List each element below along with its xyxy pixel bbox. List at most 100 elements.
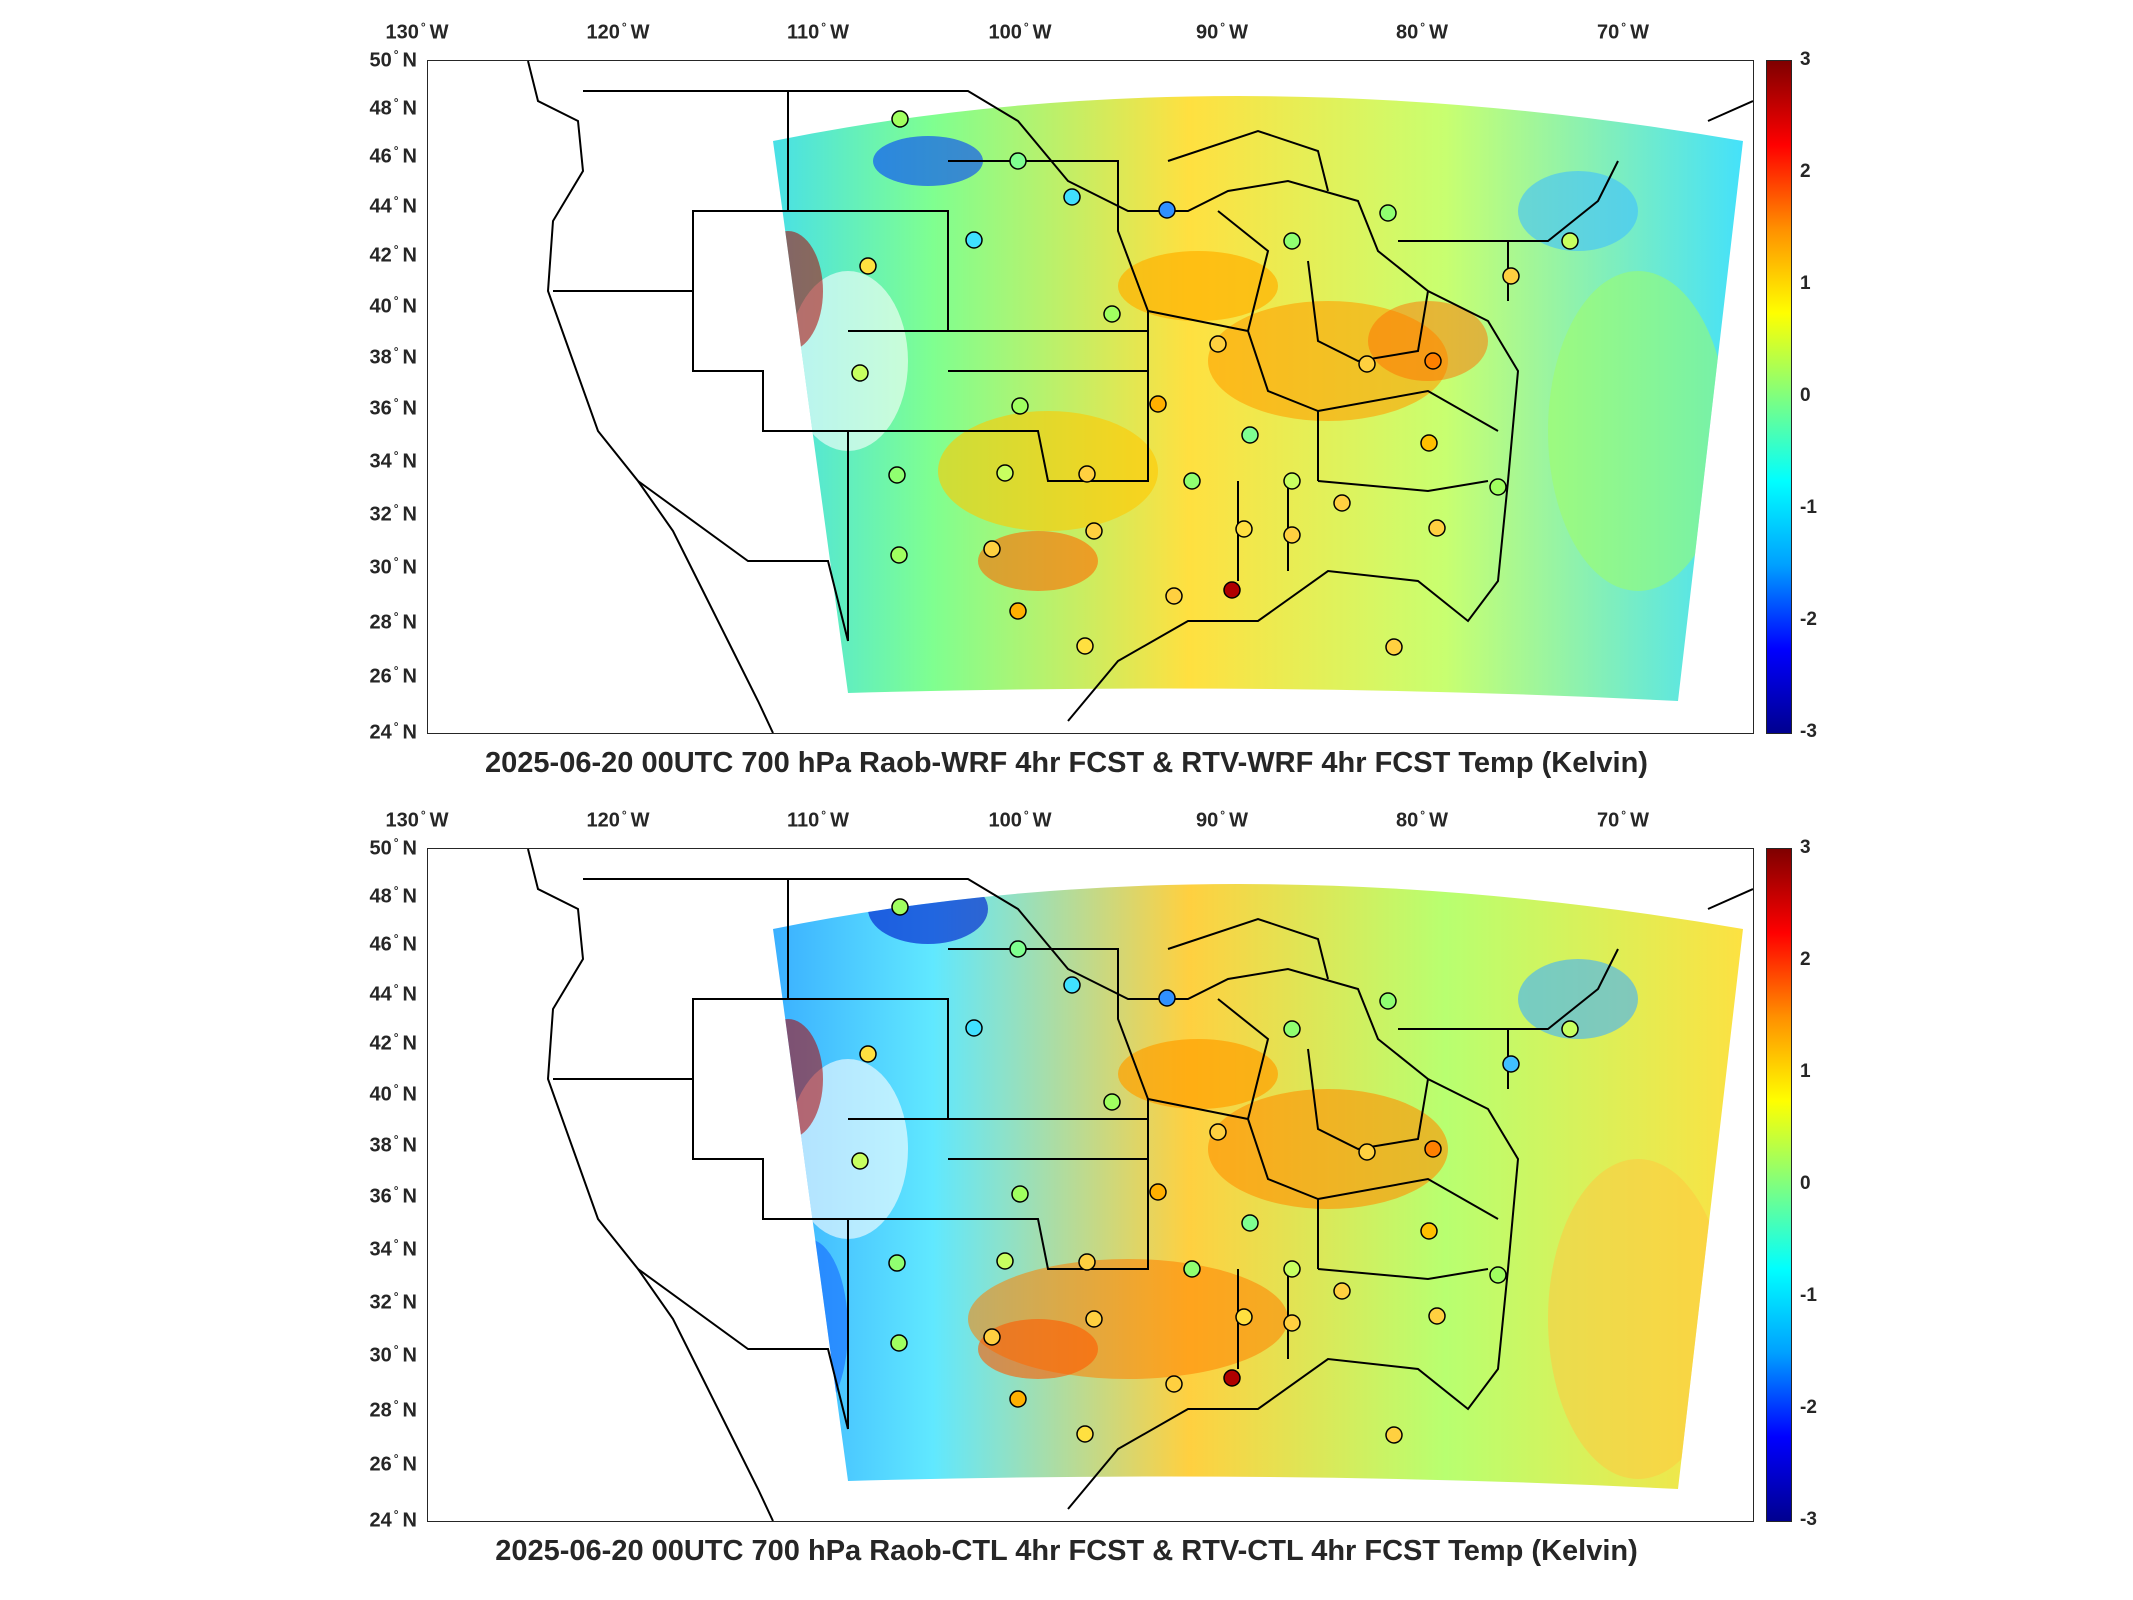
lon-tick-label: 70 ° W [1597, 808, 1649, 832]
raob-station [1085, 1310, 1103, 1328]
raob-station [1424, 1140, 1442, 1158]
lon-tick-label: 80 ° W [1396, 808, 1448, 832]
raob-station [1223, 581, 1241, 599]
raob-station [996, 464, 1014, 482]
raob-station [891, 898, 909, 916]
lon-tick-label: 110 ° W [787, 808, 849, 832]
raob-station [859, 1045, 877, 1063]
lat-tick-label: 28 ° N [369, 609, 417, 633]
map-frame [427, 60, 1754, 734]
lon-tick-label: 90 ° W [1196, 808, 1248, 832]
raob-station [1158, 989, 1176, 1007]
raob-station [1428, 1307, 1446, 1325]
raob-station [1283, 472, 1301, 490]
raob-station [1502, 267, 1520, 285]
coastlines [527, 849, 1753, 1521]
raob-station [1385, 638, 1403, 656]
raob-station [1011, 397, 1029, 415]
raob-station [983, 540, 1001, 558]
raob-station [1011, 1185, 1029, 1203]
colorbar-tick-label: 1 [1800, 1061, 1811, 1082]
lat-tick-label: 42 ° N [369, 1030, 417, 1055]
raob-station [1183, 1260, 1201, 1278]
panel-title: 2025-06-20 00UTC 700 hPa Raob-WRF 4hr FC… [485, 747, 1648, 779]
colorbar-tick-label: -3 [1800, 1509, 1817, 1530]
lat-tick-label: 48 ° N [369, 883, 417, 908]
map-field [527, 61, 1753, 733]
raob-station [965, 231, 983, 249]
raob-station [1385, 1426, 1403, 1444]
lon-tick-label: 120 ° W [586, 808, 650, 832]
lon-tick-label: 80 ° W [1396, 20, 1448, 44]
raob-station [965, 1019, 983, 1037]
raob-station [1158, 201, 1176, 219]
raob-station [1009, 602, 1027, 620]
raob-station [1502, 1055, 1520, 1073]
lat-tick-label: 28 ° N [369, 1397, 417, 1421]
raob-station [1241, 1214, 1259, 1232]
lon-tick-label: 70 ° W [1597, 20, 1649, 44]
lat-tick-label: 34 ° N [369, 1236, 417, 1261]
raob-station [1283, 1314, 1301, 1332]
raob-station [1078, 465, 1096, 483]
raob-station [1283, 1260, 1301, 1278]
lon-tick-label: 90 ° W [1196, 20, 1248, 44]
lat-tick-label: 24 ° N [369, 719, 417, 744]
raob-station [996, 1252, 1014, 1270]
colorbar-tick-label: -1 [1800, 1285, 1817, 1306]
colorbar-tick-label: -3 [1800, 721, 1817, 742]
raob-station [983, 1328, 1001, 1346]
raob-station [1333, 494, 1351, 512]
raob-station [1358, 1143, 1376, 1161]
lat-tick-label: 30 ° N [369, 555, 417, 579]
raob-station [851, 364, 869, 382]
lat-tick-label: 38 ° N [369, 1132, 417, 1157]
lat-tick-label: 46 ° N [369, 932, 417, 956]
lat-tick-label: 44 ° N [369, 981, 417, 1005]
raob-station [1283, 1020, 1301, 1038]
temperature-field [773, 884, 1743, 1489]
raob-station [1209, 1123, 1227, 1141]
colorbar-tick-label: 2 [1800, 161, 1811, 182]
lon-tick-label: 100 ° W [988, 808, 1052, 832]
colorbar-tick-label: 3 [1800, 837, 1811, 858]
raob-station [1223, 1369, 1241, 1387]
raob-station [1489, 478, 1507, 496]
panel-raob-ctl: 2025-06-20 00UTC 700 hPa Raob-CTL 4hr FC… [0, 790, 2133, 1590]
raob-stations [851, 110, 1579, 656]
raob-station [1076, 637, 1094, 655]
raob-station [1428, 519, 1446, 537]
coastlines [527, 61, 1753, 733]
map-field [527, 849, 1753, 1521]
raob-station [1209, 335, 1227, 353]
lat-tick-label: 36 ° N [369, 1184, 417, 1208]
raob-station [1009, 152, 1027, 170]
raob-station [1103, 305, 1121, 323]
raob-station [890, 1334, 908, 1352]
map-frame [427, 848, 1754, 1522]
raob-station [851, 1152, 869, 1170]
lon-tick-label: 110 ° W [787, 20, 849, 44]
lat-tick-label: 44 ° N [369, 193, 417, 217]
colorbar-tick-label: -1 [1800, 497, 1817, 518]
raob-stations [851, 898, 1579, 1444]
raob-station [1424, 352, 1442, 370]
raob-station [1103, 1093, 1121, 1111]
colorbar-tick-label: 2 [1800, 949, 1811, 970]
lat-tick-label: 50 ° N [369, 835, 417, 860]
colorbar-tick-label: 3 [1800, 49, 1811, 70]
raob-station [1489, 1266, 1507, 1284]
raob-station [1063, 188, 1081, 206]
raob-station [859, 257, 877, 275]
lat-tick-label: 50 ° N [369, 47, 417, 72]
raob-station [1379, 992, 1397, 1010]
colorbar [1766, 60, 1792, 734]
raob-station [1420, 434, 1438, 452]
colorbar-tick-label: -2 [1800, 1397, 1817, 1418]
raob-station [1420, 1222, 1438, 1240]
raob-station [1235, 520, 1253, 538]
lat-tick-label: 32 ° N [369, 501, 417, 526]
raob-station [890, 546, 908, 564]
raob-station [1183, 472, 1201, 490]
colorbar-tick-label: 0 [1800, 1173, 1811, 1194]
